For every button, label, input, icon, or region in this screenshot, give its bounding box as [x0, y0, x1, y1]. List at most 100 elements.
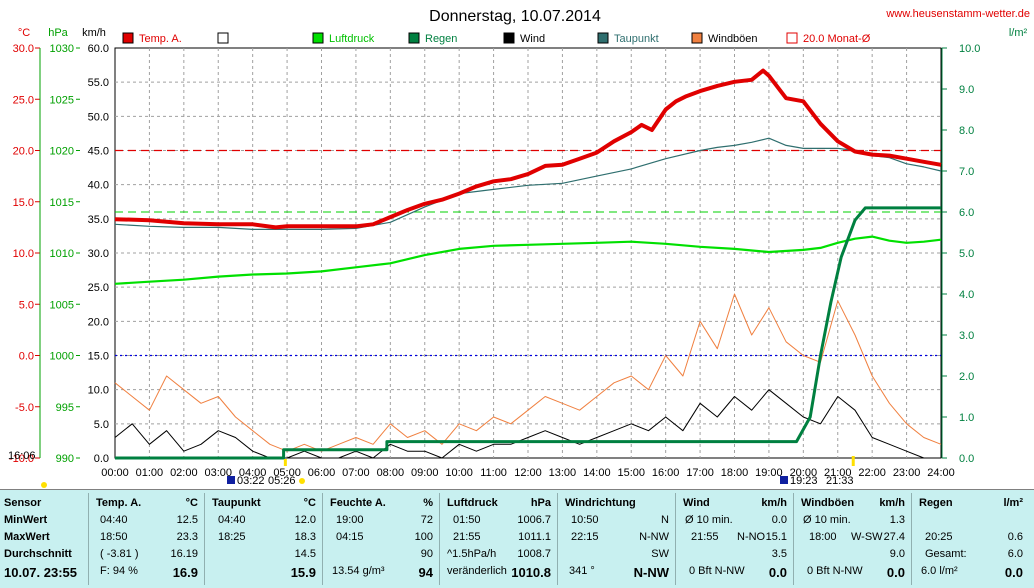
row-label-max: MaxWert [4, 531, 50, 543]
rain-total-label: Gesamt: [925, 548, 967, 560]
sunrise2-label: 05:26 [268, 475, 296, 487]
gust-max-time: 18:00 [809, 531, 837, 543]
temp-tick-label: 20.0 [13, 146, 34, 158]
legend-swatch [312, 32, 324, 44]
rain-max: 0.6 [1007, 531, 1023, 543]
rain-tick-label: 0.0 [959, 453, 974, 465]
pressure-tick-label: 1025 [50, 94, 74, 106]
legend-label: Temp. A. [139, 33, 182, 45]
x-tick-label: 09:00 [411, 467, 439, 479]
dew-column: Taupunkt °C 04:40 12.0 18:25 18.3 14.5 15.9 [208, 493, 323, 585]
temp-max-time: 18:50 [100, 531, 128, 543]
dir-head: Windrichtung [565, 497, 636, 509]
temp-tick-label: -10.0 [9, 453, 34, 465]
x-tick-label: 05:00 [273, 467, 301, 479]
dir-min: N [661, 514, 669, 526]
temp-unit-label: °C [18, 27, 30, 39]
press-avg: 1008.7 [517, 548, 551, 560]
gust-column: Windböen km/h Ø 10 min. 1.3 18:00 W-SW 27.4 … [797, 493, 912, 585]
temp-tick-label: -5.0 [15, 402, 34, 414]
wind-foot-label: 0 Bft N-NW [689, 565, 745, 577]
x-tick-label: 19:00 [755, 467, 783, 479]
x-tick-label: 07:00 [342, 467, 370, 479]
wind-tick-label: 35.0 [88, 214, 109, 226]
gust-avg: 9.0 [889, 548, 905, 560]
weather-chart: Donnerstag, 10.07.2014 www.heusenstamm-w… [8, 8, 1030, 488]
row-label-min: MinWert [4, 514, 48, 526]
rain-total: 6.0 [1007, 548, 1023, 560]
wind-tick-label: 20.0 [88, 316, 109, 328]
pressure-tick-label: 1000 [50, 351, 74, 363]
stats-table: Sensor MinWert MaxWert Durchschnitt 10.0… [0, 489, 1034, 588]
temp-tick-label: 15.0 [13, 197, 34, 209]
gust-max: 27.4 [883, 531, 905, 543]
row-label-avg: Durchschnitt [4, 548, 72, 560]
rain-tick-label: 9.0 [959, 84, 974, 96]
wind-tick-label: 0.0 [94, 453, 109, 465]
rain-tick-label: 3.0 [959, 330, 974, 342]
wind-current: 0.0 [768, 565, 787, 580]
temp-avg: 16.19 [170, 548, 198, 560]
rain-tick-label: 8.0 [959, 125, 974, 137]
wind-max: 15.1 [765, 531, 787, 543]
rain-tick-label: 1.0 [959, 412, 974, 424]
press-current: 1010.8 [511, 565, 551, 580]
wind-max-time: 21:55 [691, 531, 719, 543]
hum-max: 100 [414, 531, 433, 543]
pressure-tick-label: 1005 [50, 299, 74, 311]
press-foot-label: veränderlich [447, 565, 507, 577]
dew-head: Taupunkt [212, 497, 261, 509]
rain-head: Regen [919, 497, 953, 509]
x-tick-label: 16:00 [652, 467, 680, 479]
rain-tick-label: 6.0 [959, 207, 974, 219]
pressure-column: Luftdruck hPa 01:50 1006.7 21:55 1011.1 ^1.… [443, 493, 558, 585]
wind-tick-label: 45.0 [88, 146, 109, 158]
dir-current: N-NW [633, 565, 669, 580]
legend-label: Taupunkt [614, 33, 659, 45]
row-label-sensor: Sensor [4, 497, 42, 509]
source-link[interactable]: www.heusenstamm-wetter.de [885, 8, 1030, 20]
sunset2-label: 21:33 [826, 475, 854, 487]
rain-foot-label: 6.0 l/m² [921, 565, 958, 577]
humidity-column: Feuchte A.% 19:00 72 04:15 100 90 13.54 g/… [326, 493, 440, 585]
dew-min-time: 04:40 [218, 514, 246, 526]
x-tick-label: 13:00 [549, 467, 577, 479]
dew-avg: 14.5 [294, 548, 316, 560]
temp-min-time: 04:40 [100, 514, 128, 526]
chart-legend: Temp. A. Luftdruck Regen Wind Taupunkt Windbö… [122, 32, 871, 45]
dew-current: 15.9 [290, 565, 316, 580]
dew-max-time: 18:25 [218, 531, 246, 543]
x-tick-label: 21:00 [824, 467, 852, 479]
dew-unit: °C [303, 497, 316, 509]
dew-max: 18.3 [294, 531, 316, 543]
wind-avg: 3.5 [771, 548, 787, 560]
press-min: 1006.7 [517, 514, 551, 526]
x-tick-label: 18:00 [721, 467, 749, 479]
chart-series [114, 68, 942, 460]
x-tick-label: 04:00 [239, 467, 267, 479]
press-trend: ^1.5hPa/h [447, 548, 497, 560]
temp-tick-label: 0.0 [19, 351, 34, 363]
temp-tick-label: 25.0 [13, 94, 34, 106]
hum-min: 72 [420, 514, 433, 526]
x-tick-label: 08:00 [377, 467, 405, 479]
wind-tick-label: 30.0 [88, 248, 109, 260]
x-tick-label: 01:00 [136, 467, 164, 479]
press-max: 1011.1 [518, 531, 551, 543]
sunrise-dot [299, 478, 305, 484]
chart-markers: 16:06 03:22 05:26 19:23 21:33 [8, 450, 855, 488]
gust-max-dir: W-SW [851, 531, 883, 543]
x-tick-label: 03:00 [204, 467, 232, 479]
temp-tick-label: 30.0 [13, 43, 34, 55]
legend-label: Regen [425, 33, 457, 45]
temp-column: Temp. A. °C 04:40 12.5 18:50 23.3 ( -3.81 )… [92, 493, 205, 585]
x-tick-label: 24:00 [927, 467, 955, 479]
rain-max-time: 20:25 [925, 531, 953, 543]
x-tick-label: 12:00 [514, 467, 542, 479]
press-max-time: 21:55 [453, 531, 481, 543]
sunset-icon [780, 476, 788, 484]
pressure-tick-label: 995 [56, 402, 74, 414]
chart-title: Donnerstag, 10.07.2014 [429, 8, 601, 25]
wind-min: 0.0 [771, 514, 787, 526]
temp-foot-label: F: 94 % [100, 565, 138, 577]
